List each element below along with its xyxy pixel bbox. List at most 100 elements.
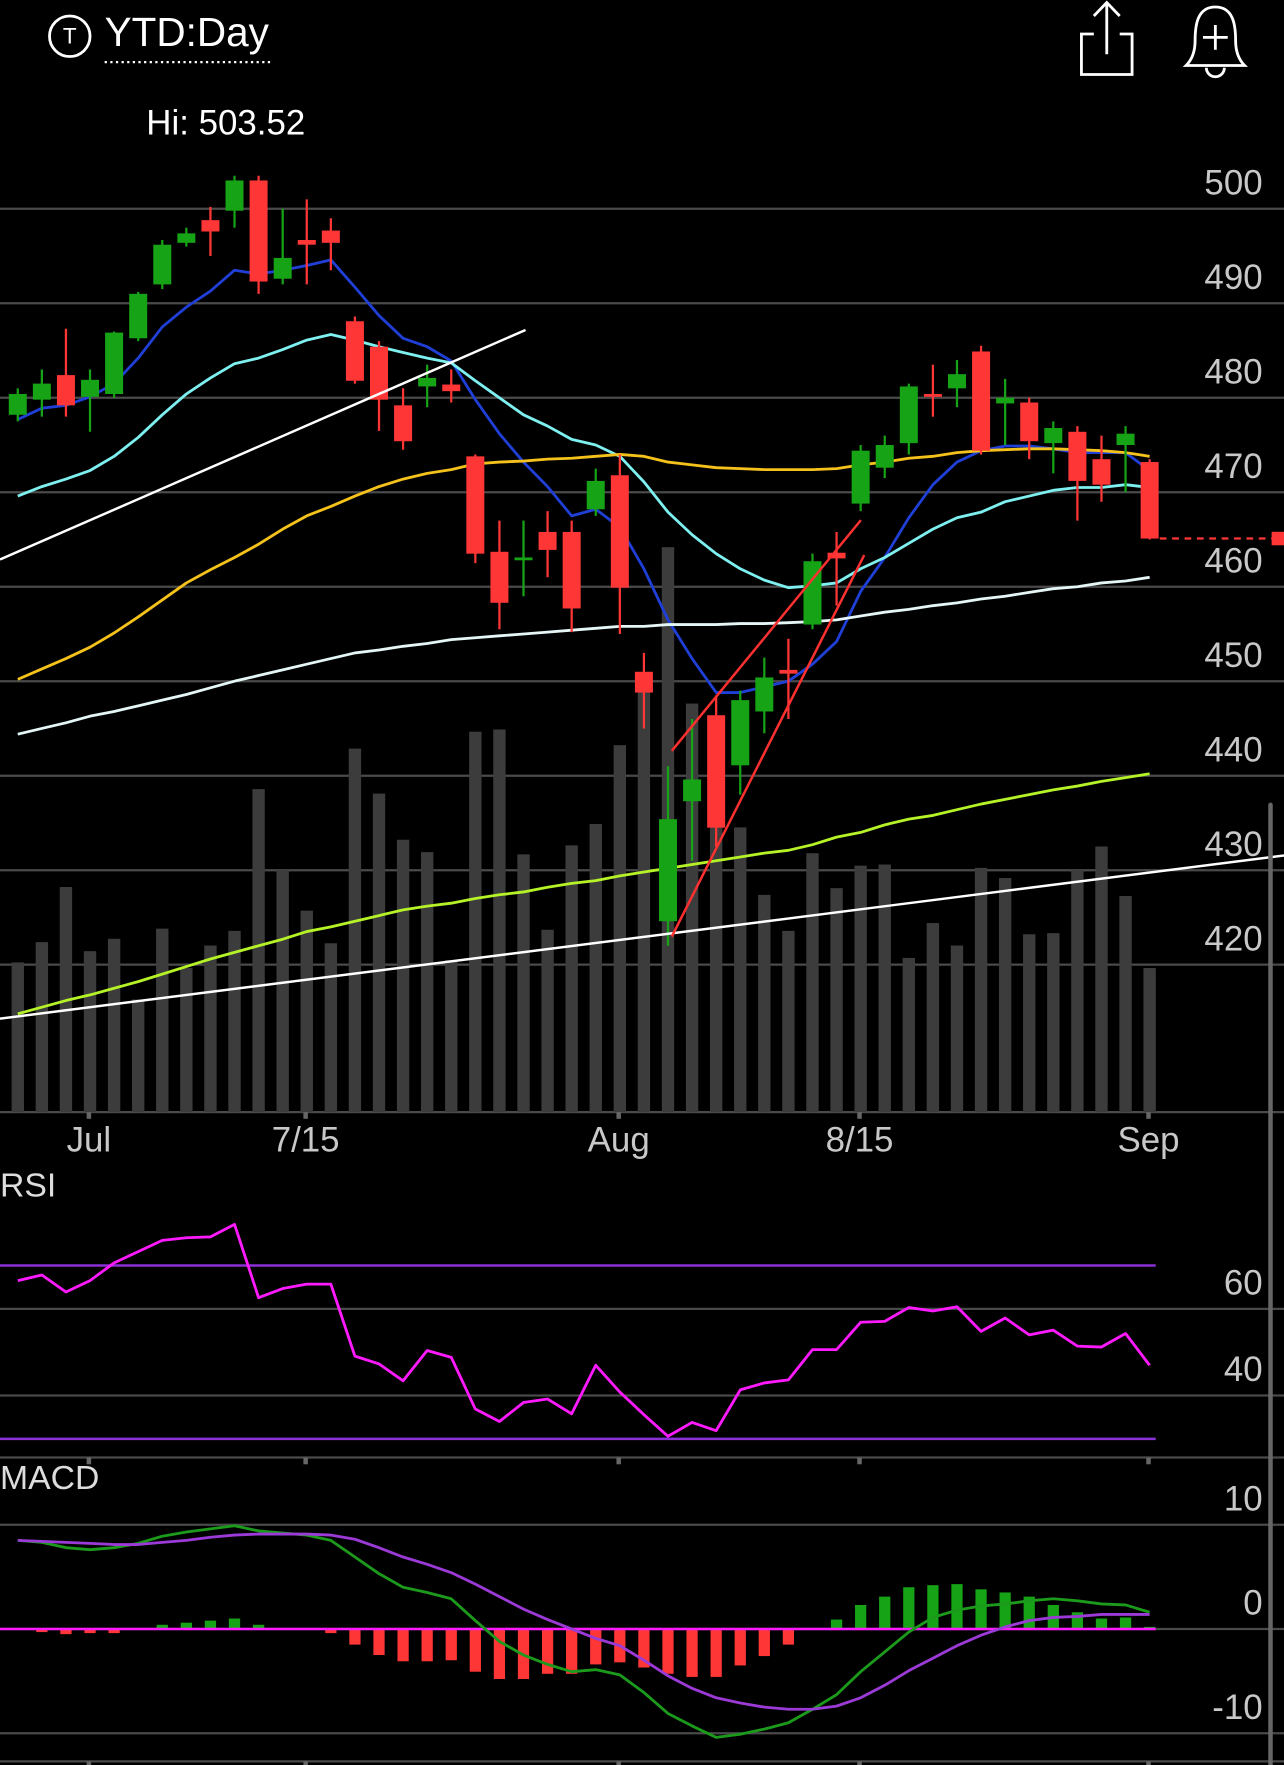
volume-bar: [252, 789, 265, 1113]
histogram-bar: [710, 1628, 722, 1677]
volume-bar: [758, 894, 771, 1113]
histogram-bar: [758, 1628, 770, 1657]
volume-bar: [1119, 896, 1132, 1113]
icon-letter: T: [63, 23, 77, 48]
candle-body: [586, 480, 605, 510]
histogram-bar: [590, 1628, 602, 1665]
candle-body: [875, 445, 894, 468]
share-button[interactable]: [1080, 0, 1134, 76]
candle-body: [225, 180, 244, 211]
histogram-bar: [734, 1628, 746, 1666]
candle-body: [81, 379, 100, 397]
volume-bar: [806, 853, 819, 1113]
candle-body: [273, 257, 292, 279]
candle-body: [1140, 462, 1159, 539]
histogram-bar: [1119, 1617, 1132, 1629]
candle-body: [1044, 428, 1063, 444]
period-selector[interactable]: YTD:Day: [105, 9, 270, 55]
trendline: [0, 854, 1284, 1020]
volume-bar: [637, 675, 651, 1113]
volume-bar: [854, 865, 867, 1113]
histogram-bar: [903, 1587, 915, 1629]
histogram-bar: [469, 1628, 481, 1672]
candle-body: [683, 779, 702, 802]
histogram-bar: [662, 1628, 674, 1674]
y-tick-label: 40: [1224, 1350, 1263, 1389]
x-tick-label: Aug: [588, 1121, 650, 1160]
volume-bar: [974, 867, 988, 1113]
histogram-bar: [84, 1628, 96, 1634]
y-tick-label: 60: [1224, 1263, 1263, 1302]
plot-area: 420 430 440 450 460 470 480 490 500 Jul 7/15 Aug 8/1…: [0, 103, 1284, 1765]
candle-body: [249, 180, 268, 282]
last-price-tag: [1271, 531, 1284, 546]
candle-body: [177, 233, 196, 243]
candle-body: [731, 700, 750, 766]
x-tick-label: 8/15: [826, 1121, 894, 1160]
histogram-bar: [951, 1584, 963, 1629]
trendlines: [0, 328, 1284, 1020]
candle-body: [755, 677, 774, 712]
volume-bar: [830, 888, 843, 1113]
y-tick-label: 0: [1243, 1584, 1262, 1623]
volume-bar: [493, 729, 506, 1113]
candle-body: [1068, 431, 1087, 481]
histogram-bar: [228, 1618, 241, 1629]
volume-bar: [950, 945, 964, 1113]
candle-body: [827, 552, 846, 559]
trendline: [670, 554, 866, 938]
histogram-bar: [782, 1628, 795, 1645]
candle-body: [610, 475, 629, 588]
y-tick-label: -10: [1212, 1688, 1262, 1727]
volume-bar: [107, 938, 121, 1113]
histogram-bar: [638, 1628, 650, 1668]
histogram-bar: [830, 1619, 843, 1629]
rsi-line: [17, 1222, 1151, 1438]
candle-body: [418, 377, 437, 387]
candle-body: [394, 405, 413, 442]
volume-bar: [300, 910, 313, 1113]
histogram-bar: [325, 1628, 337, 1634]
y-tick-label: 450: [1204, 636, 1262, 675]
volume-bar: [396, 839, 410, 1113]
histogram-bar: [421, 1628, 433, 1662]
histogram-bar: [999, 1592, 1011, 1629]
volume-bar: [324, 943, 338, 1113]
histogram-bar: [975, 1589, 987, 1629]
trendline: [670, 519, 862, 752]
candle-body: [1092, 459, 1111, 485]
histogram-bar: [927, 1585, 939, 1629]
candle-body: [490, 551, 509, 603]
trendline: [0, 328, 527, 561]
histogram-bar: [373, 1628, 385, 1656]
candle-body: [514, 557, 533, 561]
candle-body: [32, 383, 51, 400]
volume-bar: [156, 928, 169, 1113]
candle-body: [707, 715, 726, 828]
candle-body: [851, 450, 870, 504]
candle-body: [1116, 433, 1135, 446]
moving-average-line: [17, 447, 1150, 681]
moving-average-line: [17, 575, 1150, 736]
y-tick-label: 480: [1204, 352, 1262, 391]
moving-average-line: [17, 258, 1151, 694]
timeframe-icon[interactable]: [48, 14, 92, 58]
alert-button[interactable]: [1182, 5, 1249, 79]
candle-body: [153, 244, 172, 285]
volume-bar: [83, 951, 97, 1113]
candle-body: [972, 351, 991, 451]
volume-bar: [902, 957, 916, 1113]
x-tick-label: 7/15: [272, 1121, 340, 1160]
candle-body: [345, 321, 364, 381]
candle-body: [8, 393, 27, 415]
volume-bar: [926, 923, 940, 1113]
histogram-bar: [156, 1624, 168, 1629]
volume-bar: [132, 999, 145, 1113]
volume-bar: [180, 968, 193, 1113]
volume-bar: [1071, 870, 1084, 1113]
volume-bar: [228, 930, 241, 1113]
volume-bar: [276, 870, 289, 1113]
volume-bar: [1023, 934, 1036, 1113]
high-annotation: Hi: 503.52: [146, 103, 305, 142]
histogram-bar: [1095, 1618, 1108, 1629]
